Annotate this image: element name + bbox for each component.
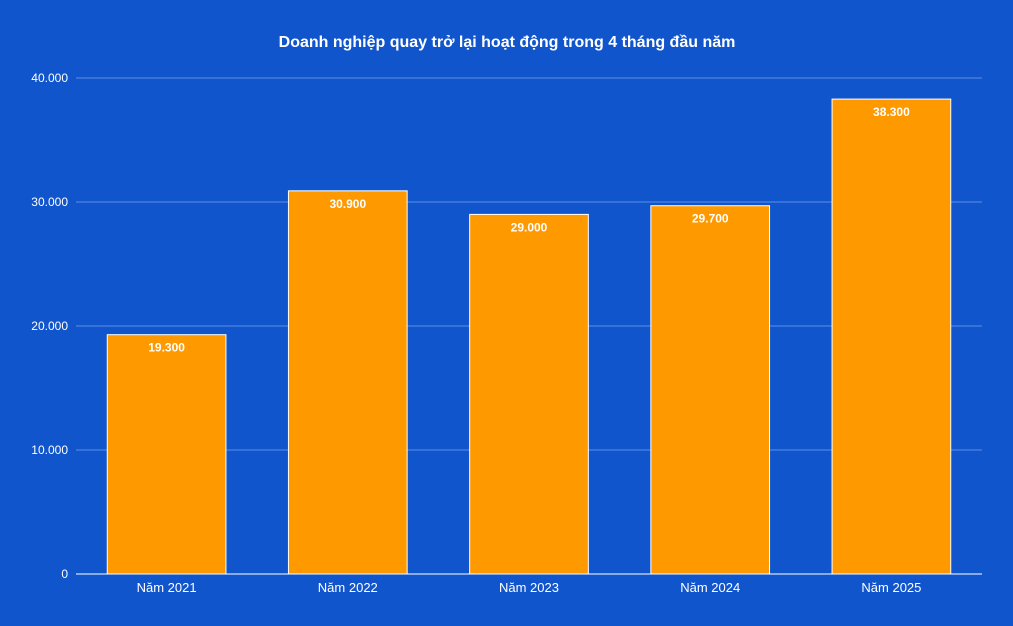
data-label: 19.300: [148, 341, 185, 355]
y-axis-ticks: 0 10.000 20.000 30.000 40.000: [31, 71, 68, 581]
bar: [106, 334, 227, 575]
x-tick-label: Năm 2022: [318, 580, 378, 595]
data-label: 29.000: [511, 220, 548, 234]
bar: [287, 190, 408, 575]
y-tick-label: 10.000: [31, 443, 68, 457]
bar: [650, 205, 771, 575]
x-axis-categories: Năm 2021 Năm 2022 Năm 2023 Năm 2024 Năm 2025: [137, 580, 922, 595]
bar: [831, 98, 952, 575]
y-tick-label: 20.000: [31, 319, 68, 333]
y-tick-label: 40.000: [31, 71, 68, 85]
y-tick-label: 30.000: [31, 195, 68, 209]
y-tick-label: 0: [61, 567, 68, 581]
x-tick-label: Năm 2024: [680, 580, 740, 595]
chart-title: Doanh nghiệp quay trở lại hoạt động tron…: [279, 34, 736, 51]
x-tick-label: Năm 2023: [499, 580, 559, 595]
data-label: 38.300: [873, 105, 910, 119]
bar: [469, 213, 589, 575]
data-labels: 19.300 30.900 29.000 29.700 38.300: [148, 105, 910, 355]
x-tick-label: Năm 2025: [861, 580, 921, 595]
bars: [106, 98, 952, 575]
x-tick-label: Năm 2021: [137, 580, 197, 595]
data-label: 30.900: [329, 197, 366, 211]
data-label: 29.700: [692, 212, 729, 226]
